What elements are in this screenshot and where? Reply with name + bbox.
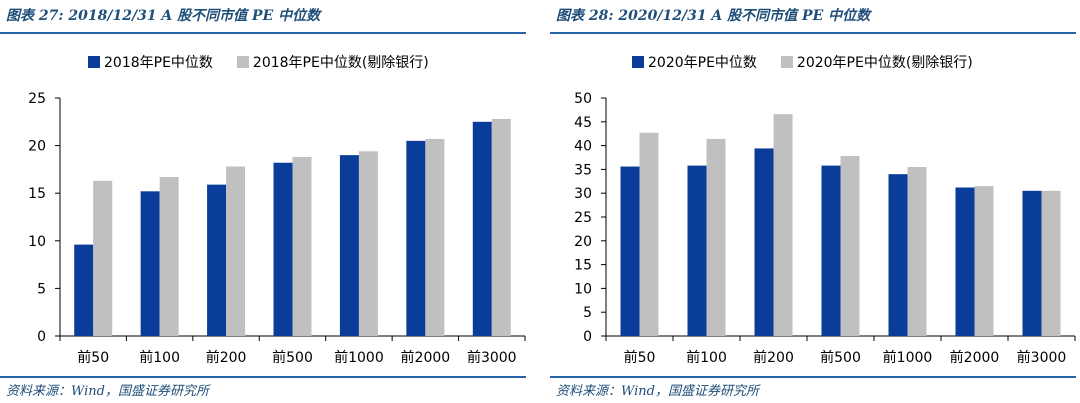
legend-label: 2018年PE中位数(剔除银行) <box>252 55 429 71</box>
y-tick-label: 0 <box>37 329 46 345</box>
bar <box>1022 190 1042 336</box>
legend-swatch <box>632 56 644 68</box>
bar <box>159 177 179 336</box>
x-tick-label: 前2000 <box>401 349 451 366</box>
legend-swatch <box>88 56 100 68</box>
x-tick-label: 前1000 <box>334 349 384 366</box>
legend-label: 2018年PE中位数 <box>104 55 213 71</box>
x-tick-label: 前100 <box>139 349 180 366</box>
y-tick-label: 30 <box>574 186 592 202</box>
legend-label: 2020年PE中位数(剔除银行) <box>796 55 973 71</box>
source-rule <box>0 376 526 378</box>
x-tick-label: 前3000 <box>467 349 517 366</box>
bar <box>292 157 312 336</box>
y-tick-label: 25 <box>28 91 46 107</box>
bar <box>339 155 359 336</box>
x-tick-label: 前100 <box>686 349 727 366</box>
x-tick-label: 前500 <box>272 349 313 366</box>
bar <box>706 138 726 336</box>
y-tick-label: 10 <box>574 281 592 297</box>
bar <box>74 244 94 336</box>
bar <box>754 148 774 336</box>
x-tick-label: 前3000 <box>1017 349 1067 366</box>
source-note: 资料来源：Wind，国盛证券研究所 <box>6 384 209 399</box>
bar <box>888 174 908 336</box>
chart-legend: 2020年PE中位数 2020年PE中位数(剔除银行) <box>632 52 997 72</box>
y-tick-label: 10 <box>28 234 46 250</box>
y-tick-label: 5 <box>583 305 592 321</box>
legend-item-series-2: 2018年PE中位数(剔除银行) <box>236 52 429 72</box>
x-tick-label: 前200 <box>206 349 247 366</box>
bar <box>620 166 640 336</box>
left-figure-panel: 图表 27: 2018/12/31 A 股不同市值 PE 中位数 2018年PE… <box>0 0 530 403</box>
legend-label: 2020年PE中位数 <box>648 55 757 71</box>
y-tick-label: 0 <box>583 329 592 345</box>
bar <box>226 166 246 336</box>
chart-legend: 2018年PE中位数 2018年PE中位数(剔除银行) <box>88 52 453 72</box>
bar <box>687 165 707 336</box>
y-tick-label: 25 <box>574 210 592 226</box>
source-note: 资料来源：Wind，国盛证券研究所 <box>556 384 759 399</box>
bar <box>840 156 860 336</box>
bar-chart: 0 5 10 15 20 25 前50 前100 前200 前500 前1000 前2000 前3000 <box>28 91 526 366</box>
title-rule <box>0 32 526 34</box>
bar <box>406 140 426 336</box>
y-tick-label: 45 <box>574 115 592 131</box>
y-tick-label: 20 <box>28 139 46 155</box>
bar <box>773 114 793 337</box>
x-tick-label: 前2000 <box>950 349 1000 366</box>
bar <box>425 138 445 336</box>
x-tick-label: 前50 <box>77 349 109 366</box>
bar <box>491 118 511 336</box>
source-rule <box>550 376 1076 378</box>
bar <box>273 162 293 336</box>
figure-title: 图表 27: 2018/12/31 A 股不同市值 PE 中位数 <box>6 8 321 24</box>
bar <box>472 121 492 336</box>
y-tick-label: 40 <box>574 139 592 155</box>
bar <box>821 165 841 336</box>
y-tick-label: 15 <box>574 258 592 274</box>
legend-swatch <box>780 56 793 68</box>
bar <box>639 132 659 336</box>
legend-item-series-1: 2020年PE中位数 <box>632 52 757 72</box>
bar <box>955 187 975 336</box>
bar <box>93 180 113 336</box>
y-tick-label: 35 <box>574 162 592 178</box>
x-tick-label: 前1000 <box>883 349 933 366</box>
y-tick-label: 20 <box>574 234 592 250</box>
bar <box>207 184 227 336</box>
right-figure-panel: 图表 28: 2020/12/31 A 股不同市值 PE 中位数 2020年PE… <box>550 0 1080 403</box>
legend-item-series-2: 2020年PE中位数(剔除银行) <box>780 52 973 72</box>
title-rule <box>550 32 1076 34</box>
figure-title: 图表 28: 2020/12/31 A 股不同市值 PE 中位数 <box>556 8 871 24</box>
legend-swatch <box>236 56 249 68</box>
y-tick-label: 50 <box>574 91 592 107</box>
legend-item-series-1: 2018年PE中位数 <box>88 52 213 72</box>
x-tick-label: 前50 <box>624 349 656 366</box>
bar-chart: 0 5 10 15 20 25 30 35 40 45 50 前50 前100 前200 前500 前1000… <box>574 91 1076 366</box>
y-tick-label: 15 <box>28 186 46 202</box>
bar <box>358 151 378 336</box>
bar <box>1041 190 1061 336</box>
bar <box>974 186 994 336</box>
y-tick-label: 5 <box>37 281 46 297</box>
bar <box>907 167 927 336</box>
x-tick-label: 前500 <box>820 349 861 366</box>
x-tick-label: 前200 <box>753 349 794 366</box>
bar <box>140 191 160 336</box>
